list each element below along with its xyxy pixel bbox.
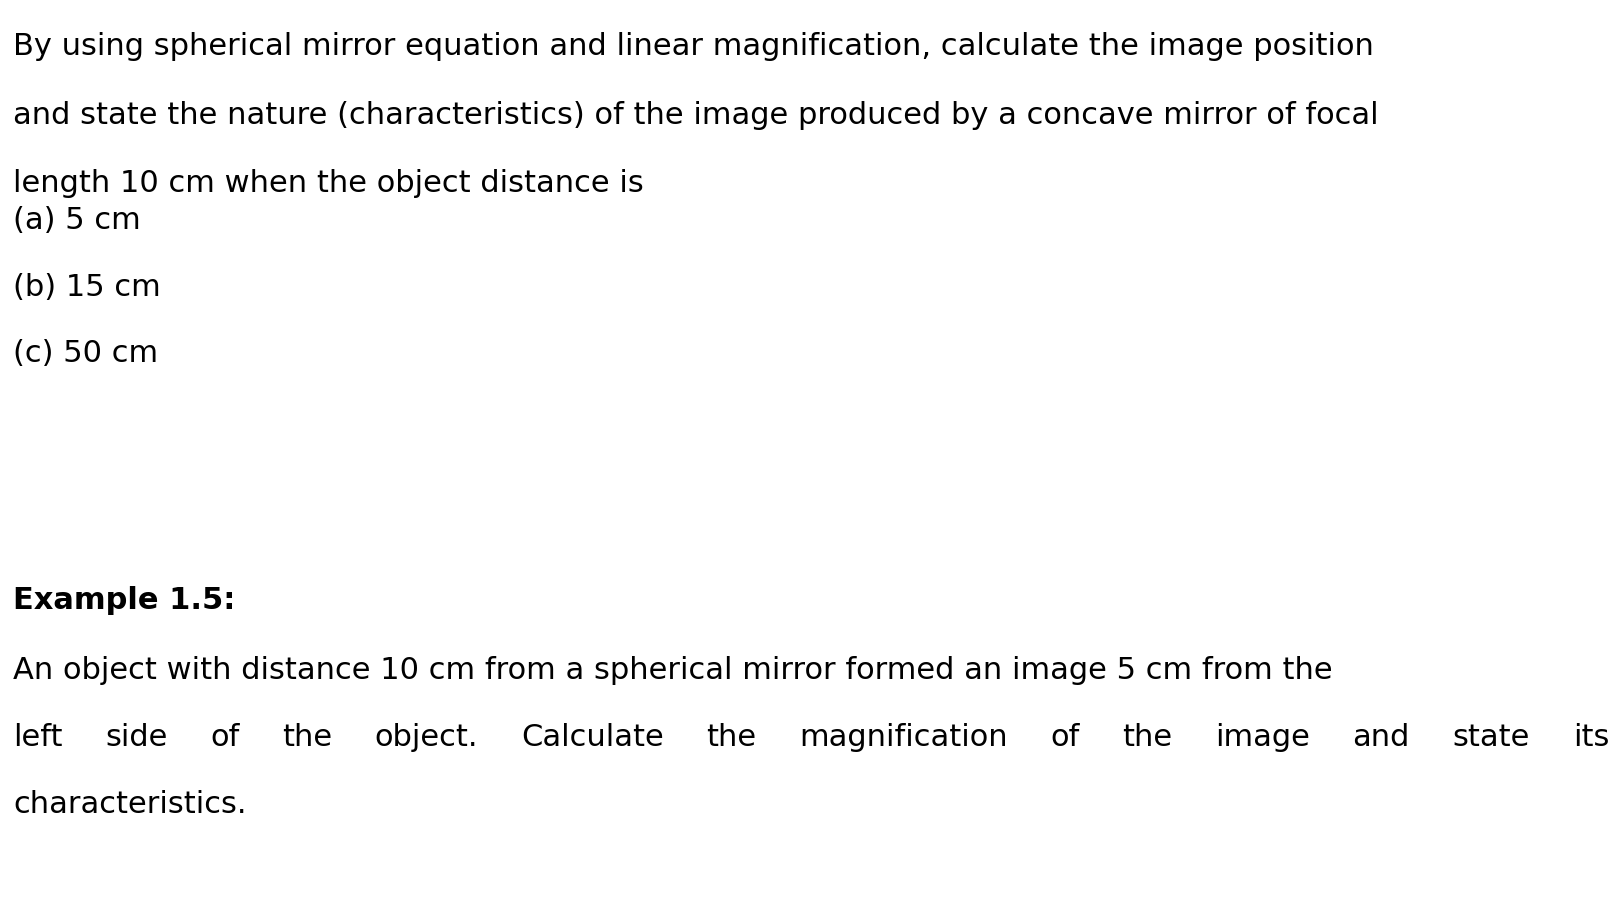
Text: the: the	[1122, 723, 1173, 752]
Text: An object with distance 10 cm from a spherical mirror formed an image 5 cm from : An object with distance 10 cm from a sph…	[13, 656, 1333, 685]
Text: (b) 15 cm: (b) 15 cm	[13, 273, 161, 302]
Text: object.: object.	[375, 723, 478, 752]
Text: the: the	[706, 723, 756, 752]
Text: its: its	[1573, 723, 1609, 752]
Text: characteristics.: characteristics.	[13, 790, 247, 819]
Text: (a) 5 cm: (a) 5 cm	[13, 206, 141, 235]
Text: of: of	[1051, 723, 1080, 752]
Text: By using spherical mirror equation and linear magnification, calculate the image: By using spherical mirror equation and l…	[13, 32, 1374, 61]
Text: and state the nature (characteristics) of the image produced by a concave mirror: and state the nature (characteristics) o…	[13, 101, 1379, 130]
Text: the: the	[282, 723, 333, 752]
Text: and: and	[1353, 723, 1410, 752]
Text: image: image	[1215, 723, 1311, 752]
Text: side: side	[105, 723, 167, 752]
Text: length 10 cm when the object distance is: length 10 cm when the object distance is	[13, 169, 644, 199]
Text: Calculate: Calculate	[521, 723, 663, 752]
Text: Example 1.5:: Example 1.5:	[13, 586, 235, 615]
Text: state: state	[1453, 723, 1530, 752]
Text: magnification: magnification	[800, 723, 1007, 752]
Text: (c) 50 cm: (c) 50 cm	[13, 339, 157, 369]
Text: left: left	[13, 723, 63, 752]
Text: of: of	[211, 723, 240, 752]
